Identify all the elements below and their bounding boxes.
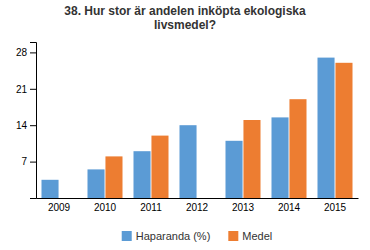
tick: 2012 xyxy=(186,202,209,213)
tick-label: 2012 xyxy=(186,202,209,213)
legend: Haparanda (%) Medel xyxy=(122,230,273,242)
tick-label: 21 xyxy=(16,84,28,95)
bar xyxy=(243,120,260,198)
bar xyxy=(105,156,122,198)
title: 38. Hur stor är andelen inköpta ekologis… xyxy=(64,4,306,32)
bar xyxy=(179,125,196,198)
tick-label: 2015 xyxy=(324,202,347,213)
legend-item: Medel xyxy=(228,230,272,242)
tick-label: 2009 xyxy=(48,202,71,213)
tick: 21 xyxy=(16,84,36,95)
chart: 38. Hur stor är andelen inköpta ekologis… xyxy=(0,0,370,250)
tick-label: 2013 xyxy=(232,202,255,213)
bar xyxy=(289,99,306,198)
tick-label: 28 xyxy=(16,47,28,58)
bar xyxy=(133,151,150,198)
tick: 2015 xyxy=(324,202,347,213)
tick: 2014 xyxy=(278,202,301,213)
tick-label: 2014 xyxy=(278,202,301,213)
series xyxy=(41,58,334,198)
tick-label: 2011 xyxy=(140,202,162,213)
bars xyxy=(41,58,352,198)
bar xyxy=(317,58,334,198)
tick: 2013 xyxy=(232,202,255,213)
tick: 2010 xyxy=(94,202,117,213)
bar xyxy=(225,141,242,198)
tick-mark xyxy=(30,162,36,163)
legend-swatch xyxy=(122,231,132,241)
bar xyxy=(335,63,352,198)
y-axis: 7 14 21 28 xyxy=(16,43,37,199)
bar xyxy=(151,136,168,198)
tick-label: 14 xyxy=(16,120,28,131)
tick-mark xyxy=(30,89,36,90)
axis-line xyxy=(37,198,359,199)
series xyxy=(105,63,352,198)
bar xyxy=(271,117,288,198)
tick: 14 xyxy=(16,120,36,131)
bar xyxy=(41,180,58,198)
tick: 2009 xyxy=(48,202,71,213)
tick: 28 xyxy=(16,47,36,58)
legend-label: Medel xyxy=(242,230,272,242)
tick: 2011 xyxy=(140,202,162,213)
plot: 7 14 21 28 2009 2010 2011 2012 2013 2014 2015 xyxy=(16,43,359,214)
legend-swatch xyxy=(228,231,238,241)
tick-label: 2010 xyxy=(94,202,117,213)
legend-item: Haparanda (%) xyxy=(122,230,211,242)
x-axis: 2009 2010 2011 2012 2013 2014 2015 xyxy=(37,199,359,214)
axis-line xyxy=(30,43,37,199)
legend-label: Haparanda (%) xyxy=(136,230,211,242)
bar xyxy=(87,169,104,198)
tick-mark xyxy=(30,52,36,53)
tick-label: 7 xyxy=(21,156,27,167)
tick-mark xyxy=(30,125,36,126)
tick: 7 xyxy=(21,156,36,167)
